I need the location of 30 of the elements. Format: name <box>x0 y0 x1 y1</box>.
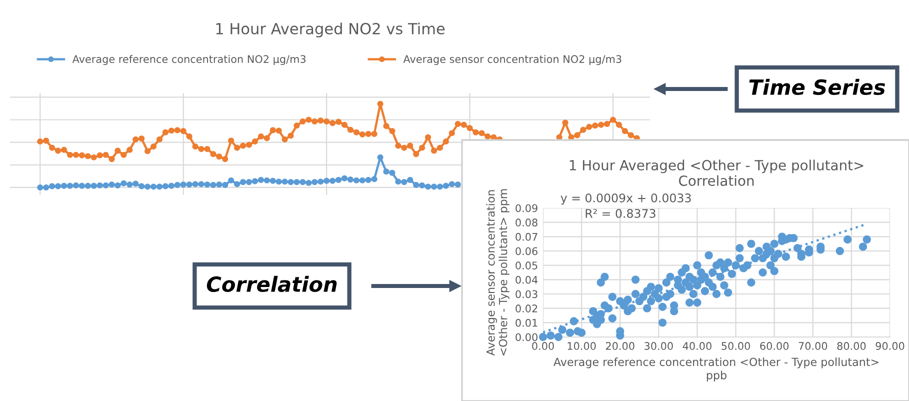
y-tick-label: 0.06 <box>516 247 538 256</box>
y-tick-label: 0.07 <box>516 232 538 241</box>
annotation: R² = 0.8373 <box>586 208 656 218</box>
chart-title: 1 Hour Averaged NO2 vs Time <box>216 22 445 38</box>
x-tick-label: 0.00 <box>532 342 554 350</box>
y-axis-title: Average sensor concentration <Other - Type pollutant> ppm <box>486 189 510 356</box>
x-axis-title: Average reference concentration <Other - Type pollutant> ppb <box>554 358 878 382</box>
x-tick-label: 30.00 <box>644 342 673 350</box>
text: y = 0.0009x + 0.0033 <box>560 193 691 205</box>
y-tick-label: 0.05 <box>516 262 538 270</box>
y-tick-label: 0.03 <box>516 290 538 298</box>
text: Correlation <box>206 276 337 292</box>
y-tick-label: 0.02 <box>516 304 538 312</box>
y-tick-label: 0.04 <box>516 276 538 284</box>
y-tick-label: 0.01 <box>516 318 538 327</box>
x-tick-label: 60.00 <box>760 342 789 350</box>
x-tick-label: 10.00 <box>568 342 596 350</box>
legend-label: Average reference concentration NO2 µg/m3 <box>72 54 306 66</box>
x-tick-label: 20.00 <box>606 342 634 350</box>
y-tick-label: 0.00 <box>516 333 538 342</box>
legend-label: Average sensor concentration NO2 µg/m3 <box>403 54 622 66</box>
x-tick-label: 40.00 <box>682 342 712 350</box>
x-tick-label: 50.00 <box>722 342 750 350</box>
y-tick-label: 0.08 <box>516 218 538 226</box>
x-tick-label: 80.00 <box>837 342 866 350</box>
chart-title: 1 Hour Averaged <Other - Type pollutant> Correlation <box>570 160 864 186</box>
x-tick-label: 90.00 <box>876 342 904 350</box>
y-tick-label: 0.09 <box>516 204 538 212</box>
x-tick-label: 70.00 <box>798 342 828 350</box>
text: Time Series <box>749 78 886 96</box>
